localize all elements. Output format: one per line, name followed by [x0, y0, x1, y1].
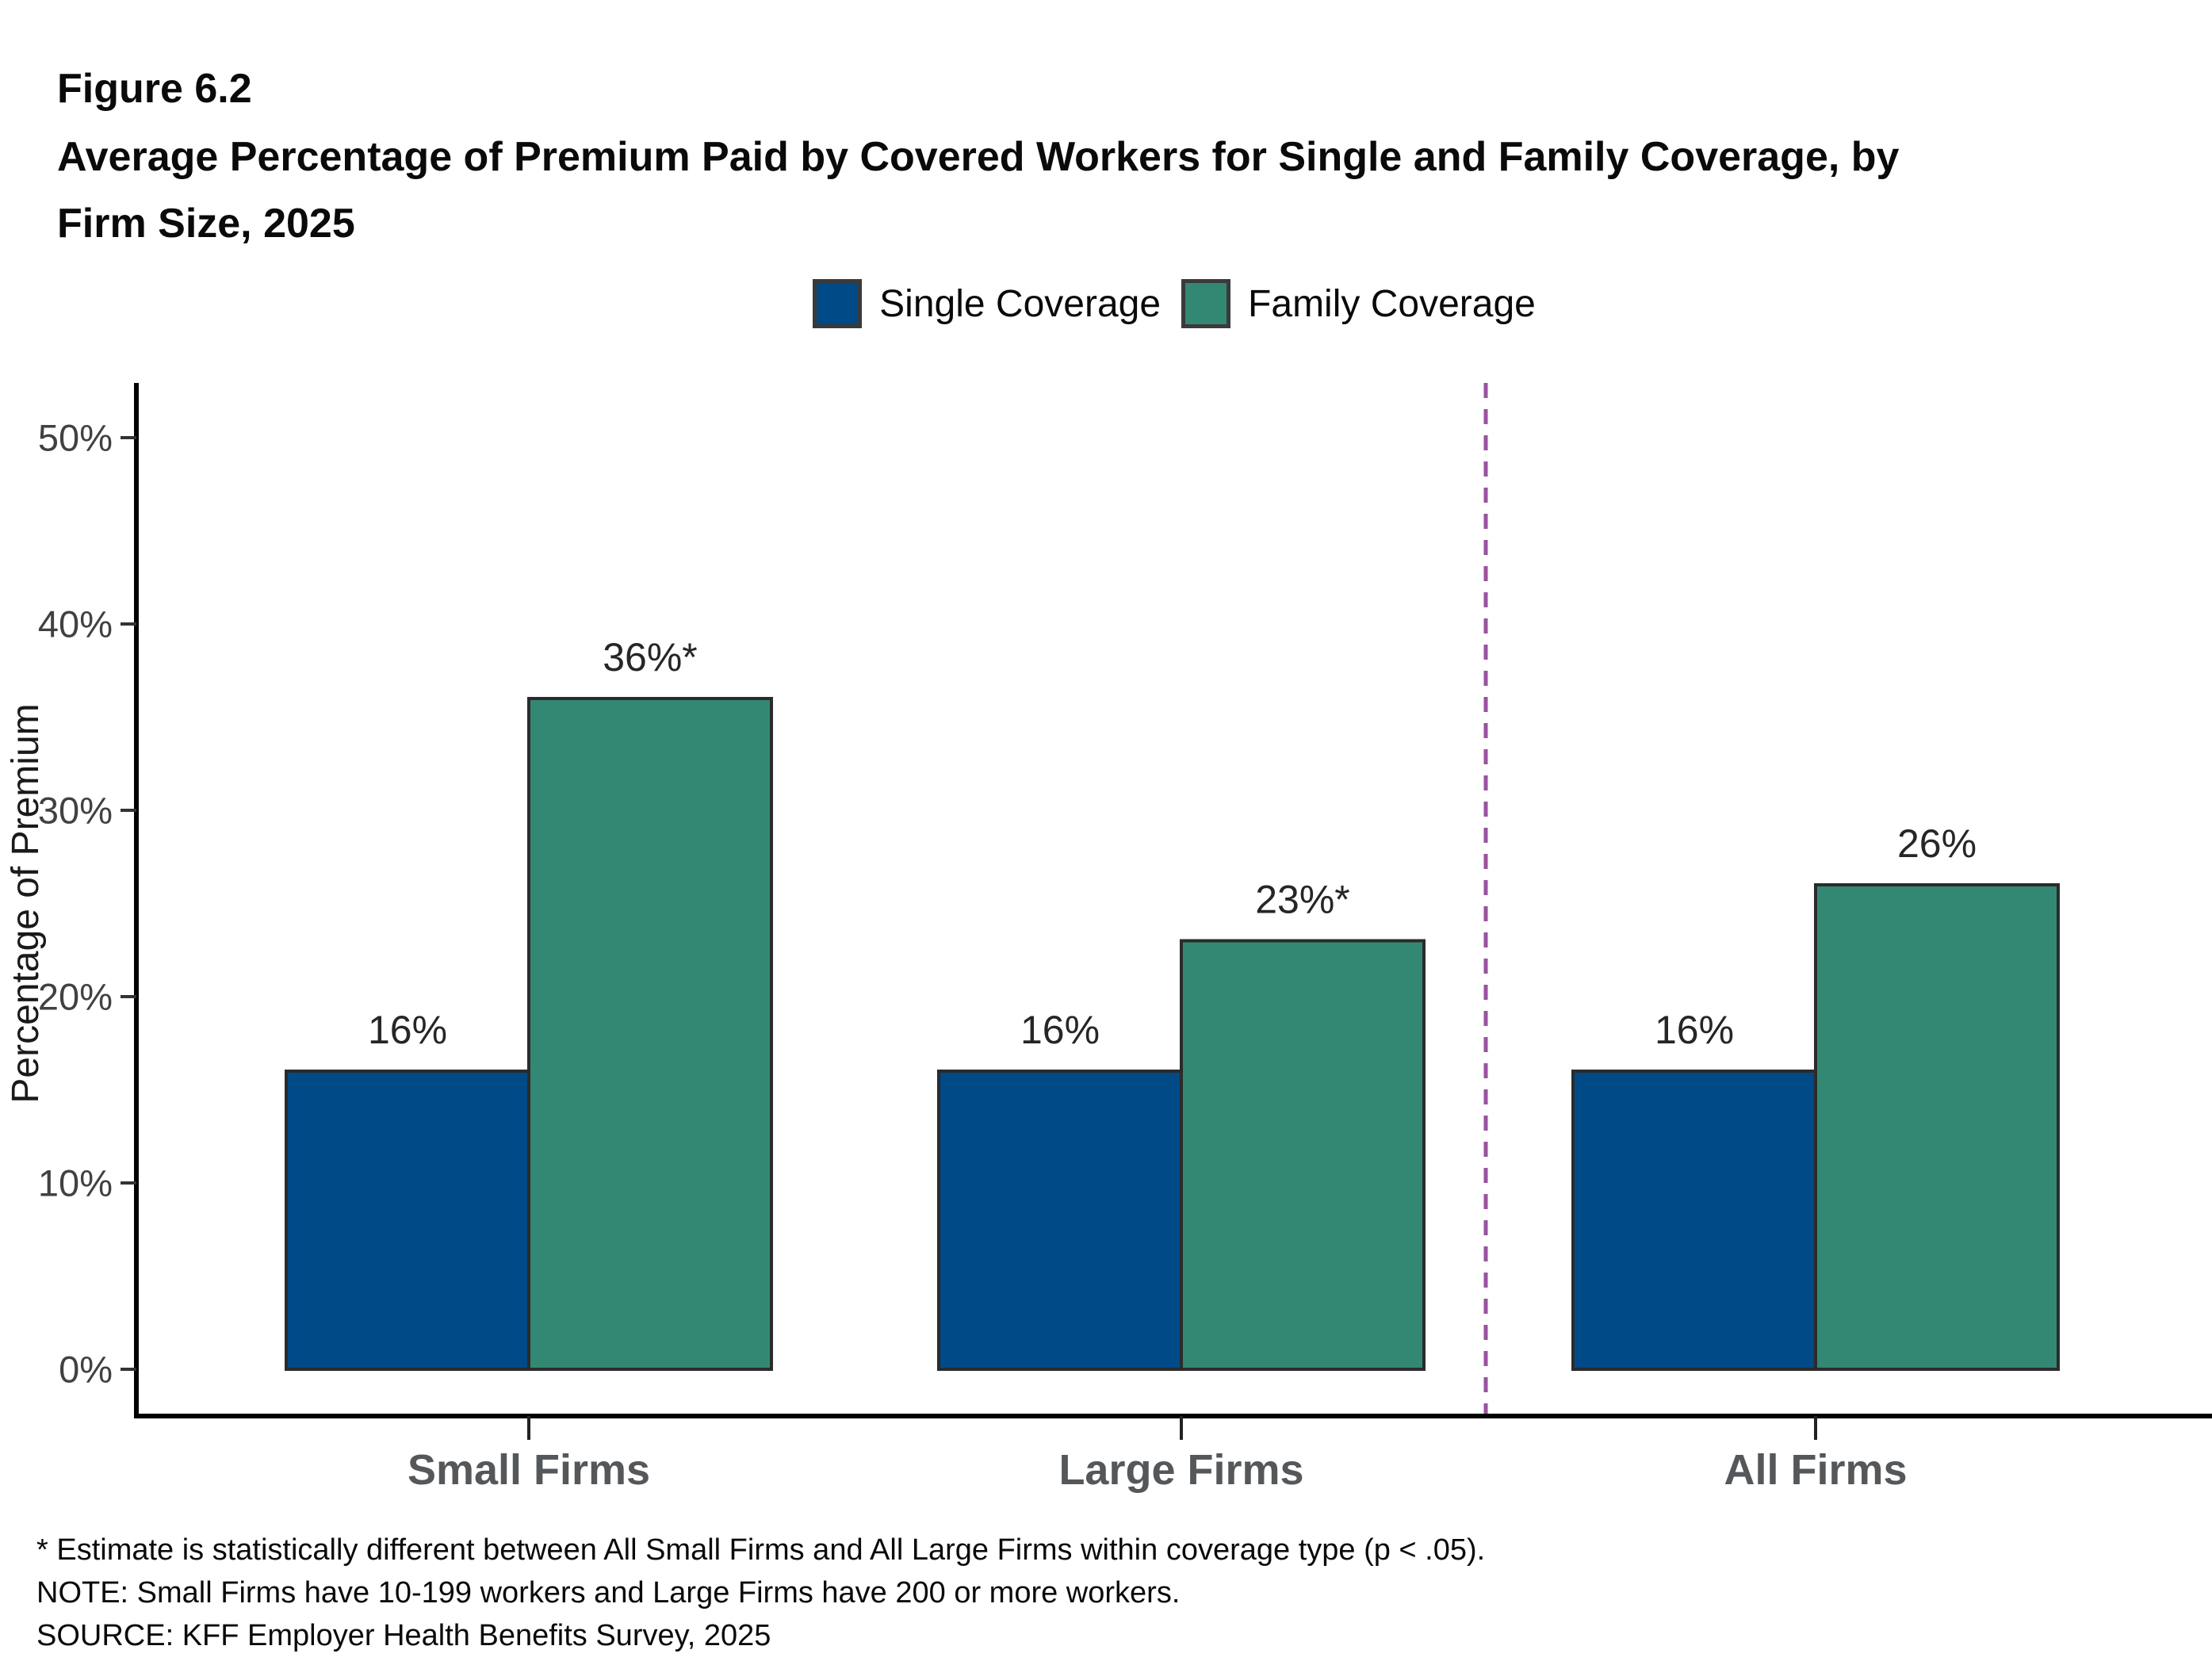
bar-all-firms-single-coverage: [1571, 1070, 1817, 1371]
value-label-small-firms-single-coverage: 16%: [368, 1008, 447, 1052]
bar-large-firms-single-coverage: [937, 1070, 1183, 1371]
chart-legend: Single Coverage Family Coverage: [136, 279, 2212, 328]
legend-item-family-coverage: Family Coverage: [1181, 279, 1536, 328]
footnote-significance: * Estimate is statistically different be…: [36, 1533, 1486, 1567]
footnote-note: NOTE: Small Firms have 10-199 workers an…: [36, 1576, 1181, 1610]
bar-large-firms-family-coverage: [1180, 939, 1426, 1371]
value-label-all-firms-family-coverage: 26%: [1897, 821, 1977, 866]
y-axis-title: Percentage of Premium: [5, 703, 47, 1103]
legend-swatch-family-coverage: [1181, 279, 1231, 328]
value-label-all-firms-single-coverage: 16%: [1655, 1008, 1734, 1052]
value-label-small-firms-family-coverage: 36%*: [603, 635, 698, 679]
figure-number: Figure 6.2: [57, 66, 252, 112]
bar-all-firms-family-coverage: [1814, 883, 2060, 1371]
legend-item-single-coverage: Single Coverage: [813, 279, 1161, 328]
x-category-label-large-firms: Large Firms: [1058, 1446, 1303, 1494]
x-category-label-all-firms: All Firms: [1724, 1446, 1907, 1494]
bar-small-firms-family-coverage: [527, 697, 773, 1371]
y-tick-label-30: 30%: [38, 790, 113, 832]
y-tick-label-0: 0%: [59, 1349, 113, 1391]
y-tick-label-10: 10%: [38, 1162, 113, 1204]
y-tick-label-50: 50%: [38, 417, 113, 459]
legend-swatch-single-coverage: [813, 279, 863, 328]
footnotes: * Estimate is statistically different be…: [36, 1529, 1485, 1657]
value-label-large-firms-family-coverage: 23%*: [1255, 878, 1350, 922]
chart-title-line-2: Firm Size, 2025: [57, 201, 355, 247]
value-label-large-firms-single-coverage: 16%: [1020, 1008, 1100, 1052]
legend-label-family-coverage: Family Coverage: [1248, 282, 1536, 325]
chart-title-line-1: Average Percentage of Premium Paid by Co…: [57, 134, 1900, 180]
bar-small-firms-single-coverage: [285, 1070, 530, 1371]
legend-label-single-coverage: Single Coverage: [879, 282, 1161, 325]
x-category-label-small-firms: Small Firms: [408, 1446, 650, 1494]
y-tick-label-40: 40%: [38, 603, 113, 645]
y-tick-label-20: 20%: [38, 976, 113, 1018]
footnote-source: SOURCE: KFF Employer Health Benefits Sur…: [36, 1619, 771, 1652]
